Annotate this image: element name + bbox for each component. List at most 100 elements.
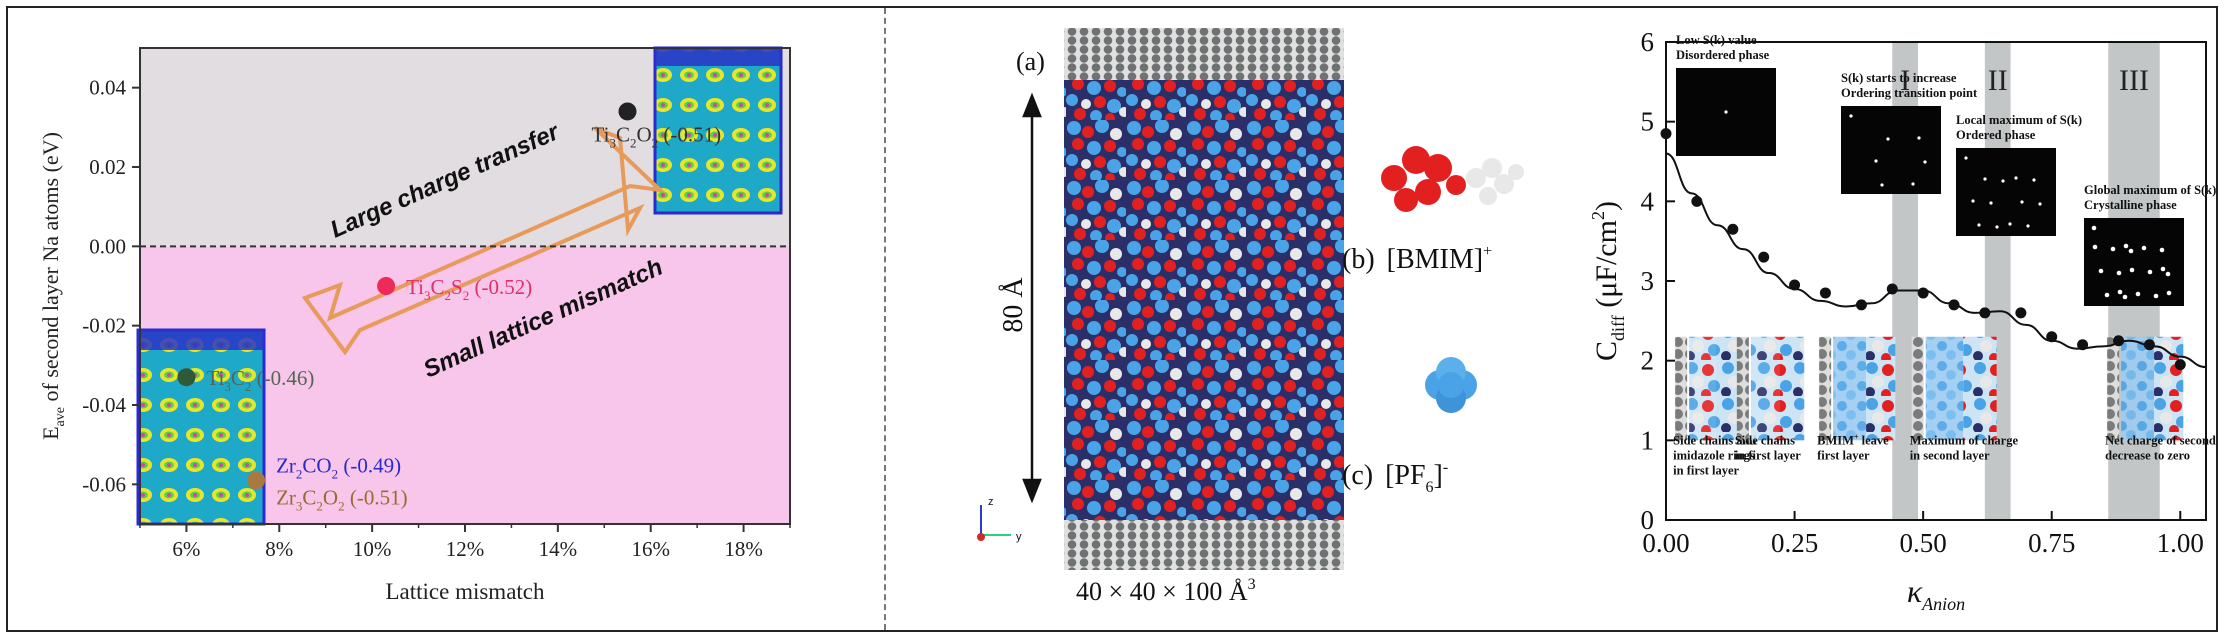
y-tick-label: -0.06: [82, 472, 126, 496]
structure-factor-insets: Low S(k) value Disordered phase S(k) start…: [1676, 33, 2216, 306]
x-axis-label: κAnion: [1907, 573, 1965, 614]
region-label: III: [2119, 64, 2149, 97]
snapshot-1: Side chains in first layer: [1735, 336, 1805, 462]
snapshot-caption: BMIM+ leave first layer: [1817, 432, 1889, 462]
x-tick-label: 6%: [172, 537, 200, 561]
svg-text:Global maximum of S(k)Crystall: Global maximum of S(k) Crystalline phase: [2084, 183, 2216, 212]
data-point: [377, 277, 396, 295]
data-point: [2113, 335, 2125, 347]
region-label: II: [1988, 64, 2008, 97]
snapshot-caption: Side chains in first layer: [1735, 433, 1801, 462]
electrode-bottom: [1064, 520, 1344, 570]
right-panel-chart: I II III Side chains and imidazole rings in …: [1588, 27, 2216, 614]
layer-snapshots: Side chains and imidazole rings in first l…: [1673, 336, 2216, 477]
snapshot-caption: Net charge of second layerdecrease to ze…: [2105, 433, 2216, 462]
inset-0: Low S(k) value Disordered phase: [1676, 33, 1776, 156]
data-point: [1855, 299, 1867, 311]
x-tick-label: 0.00: [1642, 528, 1689, 558]
data-point: [2046, 331, 2058, 343]
bmim-cation-icon: [1381, 146, 1524, 212]
y-tick-label: 3: [1641, 266, 1655, 296]
left-panel-chart: Large charge transfer Small lattice mism…: [38, 46, 791, 604]
data-point: [1819, 287, 1831, 299]
simulation-insets: [136, 46, 783, 526]
data-point: [1691, 195, 1703, 207]
cation-label: (b) [BMIM]+: [1342, 243, 1492, 275]
x-tick-label: 0.25: [1771, 528, 1818, 558]
y-tick-label: 0.02: [89, 155, 126, 179]
electrode-top: [1064, 28, 1344, 80]
svg-text:z: z: [988, 496, 994, 508]
x-tick-label: 18%: [724, 537, 763, 561]
y-tick-label: 6: [1641, 27, 1655, 57]
snapshot-2: BMIM+ leave first layer: [1817, 336, 1896, 462]
inset-top-right: [653, 46, 783, 215]
middle-panel-simulation: (a) 80 Å z y 40 × 40 × 100 Å3 (b) [BMIM]+…: [977, 28, 1524, 606]
point-label: Ti3C2S2 (-0.52): [406, 275, 532, 303]
height-arrow: [1022, 92, 1042, 504]
y-tick-label: 1: [1641, 425, 1655, 455]
data-point: [2143, 339, 2155, 351]
y-axis-label: Cdiff (μF/cm2): [1588, 201, 1628, 361]
y-tick-label: 4: [1641, 186, 1655, 216]
data-point: [1886, 283, 1898, 295]
y-tick-label: 0.00: [89, 234, 126, 258]
x-tick-label: 16%: [631, 537, 670, 561]
axes: 0.00 0.25 0.50 0.75 1.00 0 1 2 3 4 5 6 κAnion Cdiff (…: [1588, 27, 2207, 614]
y-axis-label: Eave of second layer Na atoms (eV): [38, 132, 68, 440]
label-a: (a): [1016, 47, 1045, 76]
snapshot-0: Side chains and imidazole rings in first l…: [1673, 336, 1757, 477]
inset-bottom-left: [136, 328, 266, 526]
inset-2: Local maximum of S(k) Ordered phase: [1956, 113, 2082, 236]
region-label: I: [1900, 64, 1910, 97]
region-II: [1984, 42, 2011, 520]
x-tick-label: 14%: [539, 537, 578, 561]
inset-3: Global maximum of S(k) Crystalline phase: [2084, 183, 2216, 306]
x-tick-label: 0.75: [2028, 528, 2075, 558]
x-axis-label: Lattice mismatch: [385, 579, 545, 604]
data-point: [1789, 279, 1801, 291]
snapshot-caption: Maximum of charge in second layer: [1910, 433, 2019, 462]
point-label: Ti3C2O2 (-0.51): [592, 122, 722, 150]
snapshot-4: Net charge of second layerdecrease to ze…: [2105, 336, 2216, 462]
point-labels: Ti3C2O2 (-0.51) Ti3C2S2 (-0.52) Ti3C2 (-0.…: [206, 122, 721, 513]
trend-arrow: [301, 126, 666, 356]
y-tick-label: -0.04: [82, 393, 126, 417]
y-tick-label: 5: [1641, 107, 1655, 137]
point-label: Ti3C2 (-0.46): [206, 366, 314, 394]
svg-text:y: y: [1016, 531, 1022, 543]
point-label: Zr2CO2 (-0.49): [276, 453, 401, 481]
data-point: [1917, 287, 1929, 299]
data-point: [177, 368, 196, 387]
axis-triad-icon: z y: [977, 496, 1022, 543]
data-point: [2174, 359, 2186, 371]
box-dimensions: 40 × 40 × 100 Å3: [1076, 576, 1256, 606]
data-points: [177, 102, 637, 490]
y-tick-label: 0: [1641, 505, 1655, 535]
axes: 6% 8% 10% 12% 14% 16% 18% 0.04 0.02 0.00 -0.02 -0.0…: [38, 47, 791, 604]
data-point: [618, 102, 637, 121]
height-label: 80 Å: [998, 277, 1029, 333]
data-point: [1948, 299, 1960, 311]
snapshot-3: Maximum of charge in second layer: [1910, 336, 2019, 462]
data-point: [1758, 251, 1770, 263]
data-point: [2015, 307, 2027, 319]
x-tick-label: 8%: [265, 537, 293, 561]
x-tick-label: 12%: [446, 537, 485, 561]
data-point: [1979, 307, 1991, 319]
x-tick-label: 0.50: [1900, 528, 1947, 558]
point-label: Zr3C2O2 (-0.51): [276, 485, 408, 513]
x-tick-label: 1.00: [2157, 528, 2204, 558]
svg-text:Local maximum of S(k)Ordered p: Local maximum of S(k) Ordered phase: [1956, 113, 2082, 142]
data-point: [2077, 339, 2089, 351]
y-tick-label: -0.02: [82, 314, 126, 338]
data-point: [1727, 223, 1739, 235]
y-tick-label: 0.04: [89, 76, 126, 100]
y-tick-label: 2: [1641, 346, 1655, 376]
x-tick-label: 10%: [353, 537, 392, 561]
inset-1: S(k) starts to increase Ordering transiti…: [1841, 71, 1978, 194]
anion-label: (c) [PF6]-: [1342, 459, 1448, 496]
data-point: [1660, 128, 1672, 140]
